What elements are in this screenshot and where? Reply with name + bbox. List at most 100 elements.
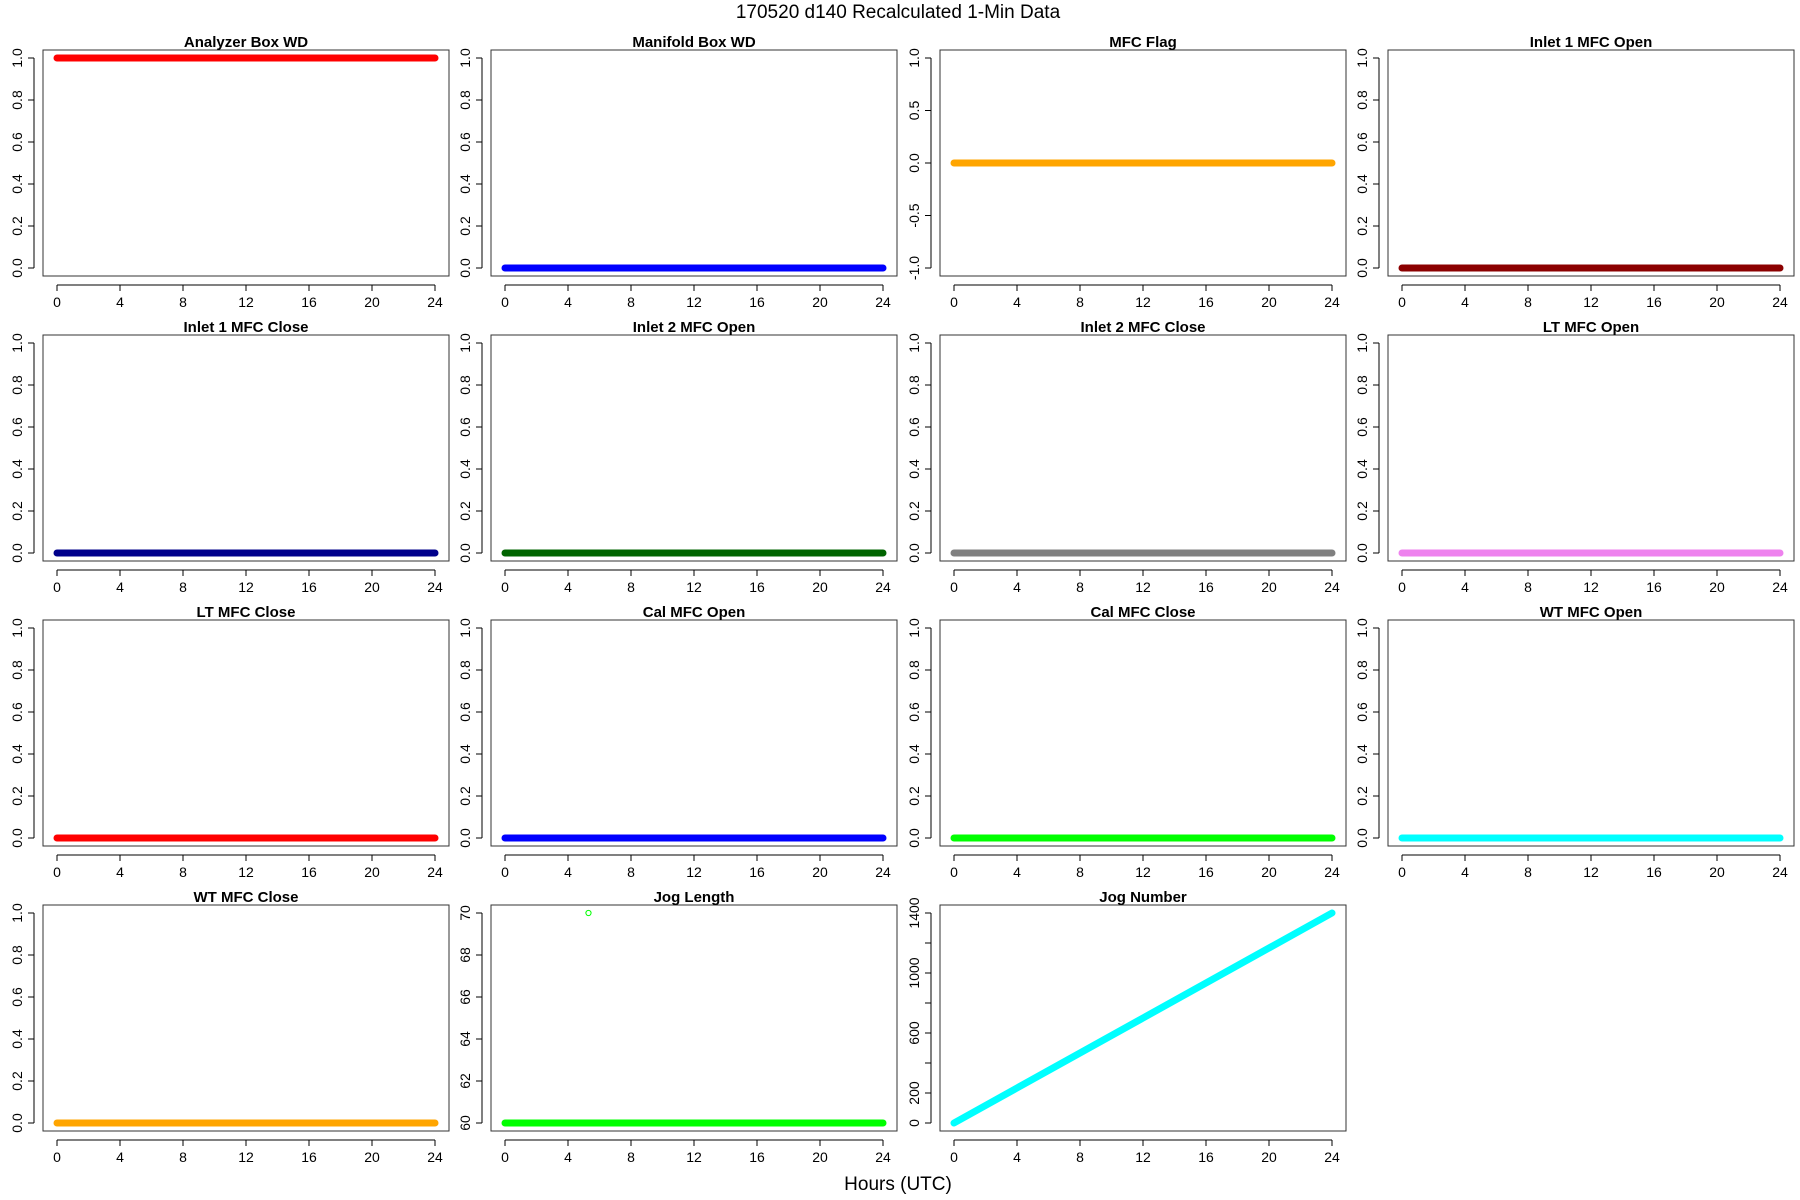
x-tick-label: 20 <box>812 1149 828 1165</box>
y-tick-label: 0.0 <box>9 828 25 848</box>
x-tick-label: 12 <box>1583 294 1599 310</box>
y-tick-label: 0.0 <box>1354 543 1370 563</box>
panel-wt-mfc-open: WT MFC Open 0 4 8 12 16 20 24 0.0 0.2 0.4 0.6 0.8 1.0 <box>1354 604 1795 880</box>
x-tick-label: 16 <box>1646 579 1662 595</box>
y-tick-label: 0.8 <box>906 660 922 680</box>
x-tick-label: 0 <box>53 294 61 310</box>
y-tick-label: 0.2 <box>457 216 473 236</box>
y-tick-label: 0.6 <box>457 417 473 437</box>
y-tick-label: 1.0 <box>457 333 473 353</box>
x-tick-label: 20 <box>1261 864 1277 880</box>
y-tick-label: 0.2 <box>9 216 25 236</box>
x-tick-label: 8 <box>1076 1149 1084 1165</box>
y-tick-label: 0.0 <box>9 1113 25 1133</box>
plot-frame <box>1387 334 1795 562</box>
x-tick-label: 16 <box>749 579 765 595</box>
x-tick-label: 16 <box>1198 294 1214 310</box>
panel-title: Jog Number <box>1099 889 1187 906</box>
y-tick-label: 0.2 <box>906 786 922 806</box>
y-tick-label: 1.0 <box>1354 618 1370 638</box>
y-tick-label: 1.0 <box>9 903 25 923</box>
panel-title: MFC Flag <box>1109 34 1177 51</box>
x-tick-label: 20 <box>812 579 828 595</box>
y-tick-label: 66 <box>457 989 473 1005</box>
x-tick-label: 24 <box>1772 864 1788 880</box>
x-tick-label: 0 <box>950 864 958 880</box>
y-tick-label: 0.8 <box>9 90 25 110</box>
x-tick-label: 16 <box>1198 579 1214 595</box>
x-tick-label: 20 <box>812 294 828 310</box>
x-tick-label: 12 <box>686 579 702 595</box>
x-tick-label: 24 <box>427 579 443 595</box>
x-tick-label: 4 <box>564 1149 572 1165</box>
panel-wt-mfc-close: WT MFC Close 0 4 8 12 16 20 24 0.0 0.2 0.4 0.6 0.8 1.… <box>9 889 450 1165</box>
y-tick-label: 1400 <box>906 897 922 928</box>
x-tick-label: 24 <box>1772 579 1788 595</box>
y-tick-label: 1.0 <box>9 333 25 353</box>
panel-title: LT MFC Open <box>1543 319 1639 336</box>
y-tick-label: 0.0 <box>9 543 25 563</box>
plot-frame <box>939 904 1347 1132</box>
y-tick-label: 1.0 <box>1354 48 1370 68</box>
plot-frame <box>939 619 1347 847</box>
y-tick-label: 1.0 <box>9 618 25 638</box>
y-tick-label: 0.2 <box>1354 501 1370 521</box>
x-tick-label: 0 <box>1398 579 1406 595</box>
panel-inlet-2-mfc-close: Inlet 2 MFC Close 0 4 8 12 16 20 24 0.0 0.2 0.4 0.6… <box>906 319 1347 595</box>
y-tick-label: 1.0 <box>457 618 473 638</box>
x-tick-label: 12 <box>1583 579 1599 595</box>
x-tick-label: 12 <box>238 294 254 310</box>
panel-title: Inlet 1 MFC Close <box>183 319 308 336</box>
x-tick-label: 0 <box>501 579 509 595</box>
x-tick-label: 12 <box>686 864 702 880</box>
plot-frame <box>42 619 450 847</box>
x-tick-label: 8 <box>627 1149 635 1165</box>
x-tick-label: 12 <box>1135 1149 1151 1165</box>
panel-inlet-2-mfc-open: Inlet 2 MFC Open 0 4 8 12 16 20 24 0.0 0.2 0.4 0.6 0… <box>457 319 898 595</box>
x-tick-label: 8 <box>1524 294 1532 310</box>
x-tick-label: 0 <box>1398 294 1406 310</box>
y-tick-label: 0.4 <box>906 459 922 479</box>
x-tick-label: 12 <box>1135 864 1151 880</box>
x-tick-label: 16 <box>749 864 765 880</box>
x-tick-label: 20 <box>1261 294 1277 310</box>
x-tick-label: 16 <box>749 1149 765 1165</box>
x-tick-label: 0 <box>950 294 958 310</box>
panel-mfc-flag: MFC Flag 0 4 8 12 16 20 24 -1.0 -0.5 0.0 0.5 1.0 <box>906 34 1347 310</box>
panel-title: WT MFC Open <box>1540 604 1642 621</box>
y-tick-label: 200 <box>906 1081 922 1105</box>
y-tick-label: 0.2 <box>1354 786 1370 806</box>
x-tick-label: 8 <box>179 579 187 595</box>
panel-title: Jog Length <box>654 889 735 906</box>
panel-manifold-box-wd: Manifold Box WD 0 4 8 12 16 20 24 0.0 0.2 0.4 0.6 0.… <box>457 34 898 310</box>
x-tick-label: 4 <box>564 864 572 880</box>
y-tick-label: 0.4 <box>9 744 25 764</box>
y-tick-label: 0.2 <box>1354 216 1370 236</box>
y-tick-label: 0.0 <box>457 543 473 563</box>
x-tick-label: 4 <box>1013 579 1021 595</box>
y-tick-label: 0.6 <box>1354 417 1370 437</box>
y-tick-label: 0.8 <box>1354 375 1370 395</box>
x-tick-label: 8 <box>1524 579 1532 595</box>
x-tick-label: 0 <box>950 579 958 595</box>
panel-title: LT MFC Close <box>197 604 296 621</box>
panel-cal-mfc-close: Cal MFC Close 0 4 8 12 16 20 24 0.0 0.2 0.4 0.6 0.8 1… <box>906 604 1347 880</box>
x-tick-label: 24 <box>1324 294 1340 310</box>
y-tick-label: 600 <box>906 1021 922 1045</box>
x-tick-label: 24 <box>875 1149 891 1165</box>
y-tick-label: 0.8 <box>906 375 922 395</box>
x-tick-label: 12 <box>1583 864 1599 880</box>
y-tick-label: 0.4 <box>457 174 473 194</box>
x-tick-label: 24 <box>427 864 443 880</box>
y-tick-label: 0.8 <box>9 660 25 680</box>
x-tick-label: 0 <box>53 864 61 880</box>
y-tick-label: 0.8 <box>9 945 25 965</box>
x-tick-label: 20 <box>1709 864 1725 880</box>
y-tick-label: 0.2 <box>9 501 25 521</box>
panel-jog-number: Jog Number 0 4 8 12 16 20 24 0 200 600 1000 1400 <box>906 889 1347 1165</box>
x-tick-label: 12 <box>686 1149 702 1165</box>
panel-lt-mfc-close: LT MFC Close 0 4 8 12 16 20 24 0.0 0.2 0.4 0.6 0.8 1.… <box>9 604 450 880</box>
plot-frame <box>42 334 450 562</box>
x-tick-label: 16 <box>749 294 765 310</box>
x-tick-label: 4 <box>564 579 572 595</box>
